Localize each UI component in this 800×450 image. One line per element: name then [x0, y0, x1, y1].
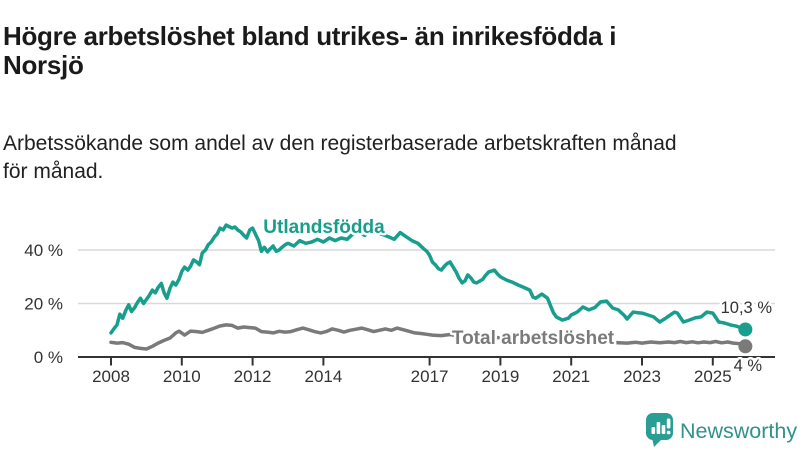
- newsworthy-logo-svg: Newsworthy: [646, 413, 797, 447]
- end-label-total: 4 %: [734, 357, 763, 375]
- y-tick-label-20: 20 %: [24, 295, 63, 314]
- page-title-line2: Norsjö: [3, 50, 84, 81]
- chart-svg: 0 % 20 % 40 % 2008 2010 2012 2014 2017 2019 2021 2…: [24, 215, 775, 386]
- series-end-dot-1: [738, 339, 753, 354]
- x-tick-label-2025: 2025: [694, 367, 732, 386]
- x-tick-label-2014: 2014: [304, 367, 342, 386]
- chart-subtitle-line2: för månad.: [3, 160, 104, 183]
- page-title-line1: Högre arbetslöshet bland utrikes- än inr…: [3, 21, 617, 52]
- x-tick-label-2021: 2021: [552, 367, 590, 386]
- end-label-utlandsfodda: 10,3 %: [721, 299, 773, 317]
- x-tick-label-2017: 2017: [411, 367, 449, 386]
- x-tick-label-2010: 2010: [163, 367, 201, 386]
- series-end-dot-0: [738, 322, 753, 337]
- series-line-1: [109, 323, 748, 351]
- chart-subtitle: Arbetssökande som andel av den registerb…: [3, 130, 795, 186]
- series-label-utlandsfodda: Utlandsfödda: [263, 217, 385, 238]
- x-tick-label-2008: 2008: [92, 367, 130, 386]
- y-tick-label-0: 0 %: [34, 348, 63, 367]
- chart-subtitle-line1: Arbetssökande som andel av den registerb…: [3, 132, 677, 155]
- x-tick-label-2023: 2023: [623, 367, 661, 386]
- newsworthy-logo: Newsworthy: [630, 404, 800, 450]
- x-tick-label-2019: 2019: [481, 367, 519, 386]
- line-chart: 0 % 20 % 40 % 2008 2010 2012 2014 2017 2019 2021 2…: [0, 190, 800, 402]
- series-label-total-arbetsloshet: Total arbetslöshet: [452, 328, 615, 349]
- y-tick-label-40: 40 %: [24, 241, 63, 260]
- bar-chart-bubble-icon: [646, 413, 673, 447]
- page-title: Högre arbetslöshet bland utrikes- än inr…: [3, 22, 795, 80]
- x-tick-label-2012: 2012: [234, 367, 272, 386]
- newsworthy-logo-text: Newsworthy: [680, 419, 797, 443]
- series-line-0: [109, 223, 748, 335]
